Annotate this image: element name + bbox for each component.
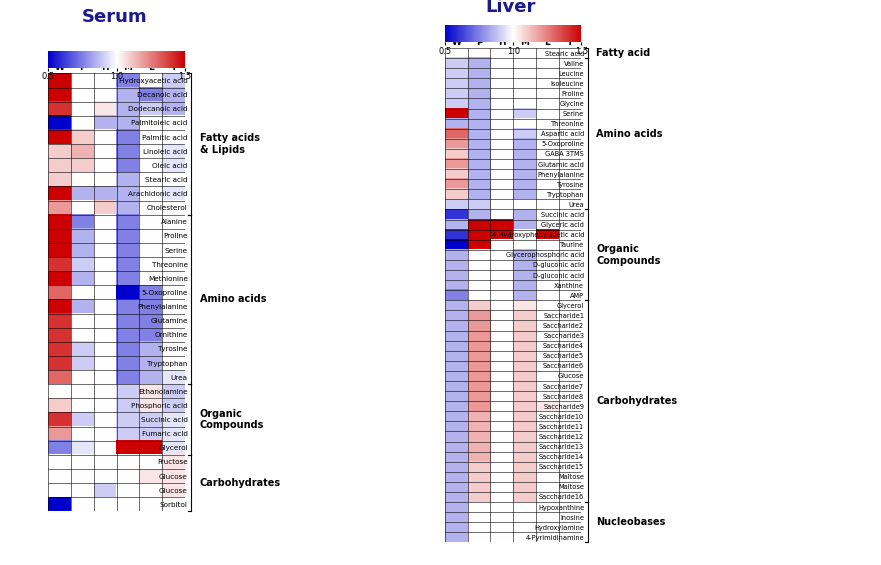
Text: Organic
Compounds: Organic Compounds	[596, 244, 661, 266]
Text: Organic
Compounds: Organic Compounds	[200, 408, 264, 431]
Text: Liver: Liver	[485, 0, 537, 16]
Text: Fatty acids
& Lipids: Fatty acids & Lipids	[200, 133, 260, 155]
Text: Amino acids: Amino acids	[596, 129, 663, 139]
Text: Nucleobases: Nucleobases	[596, 517, 666, 527]
Text: Fatty acid: Fatty acid	[596, 48, 651, 58]
Text: Carbohydrates: Carbohydrates	[200, 478, 281, 488]
Text: Amino acids: Amino acids	[200, 294, 266, 305]
Text: Serum: Serum	[82, 8, 147, 26]
Text: Carbohydrates: Carbohydrates	[596, 396, 677, 406]
